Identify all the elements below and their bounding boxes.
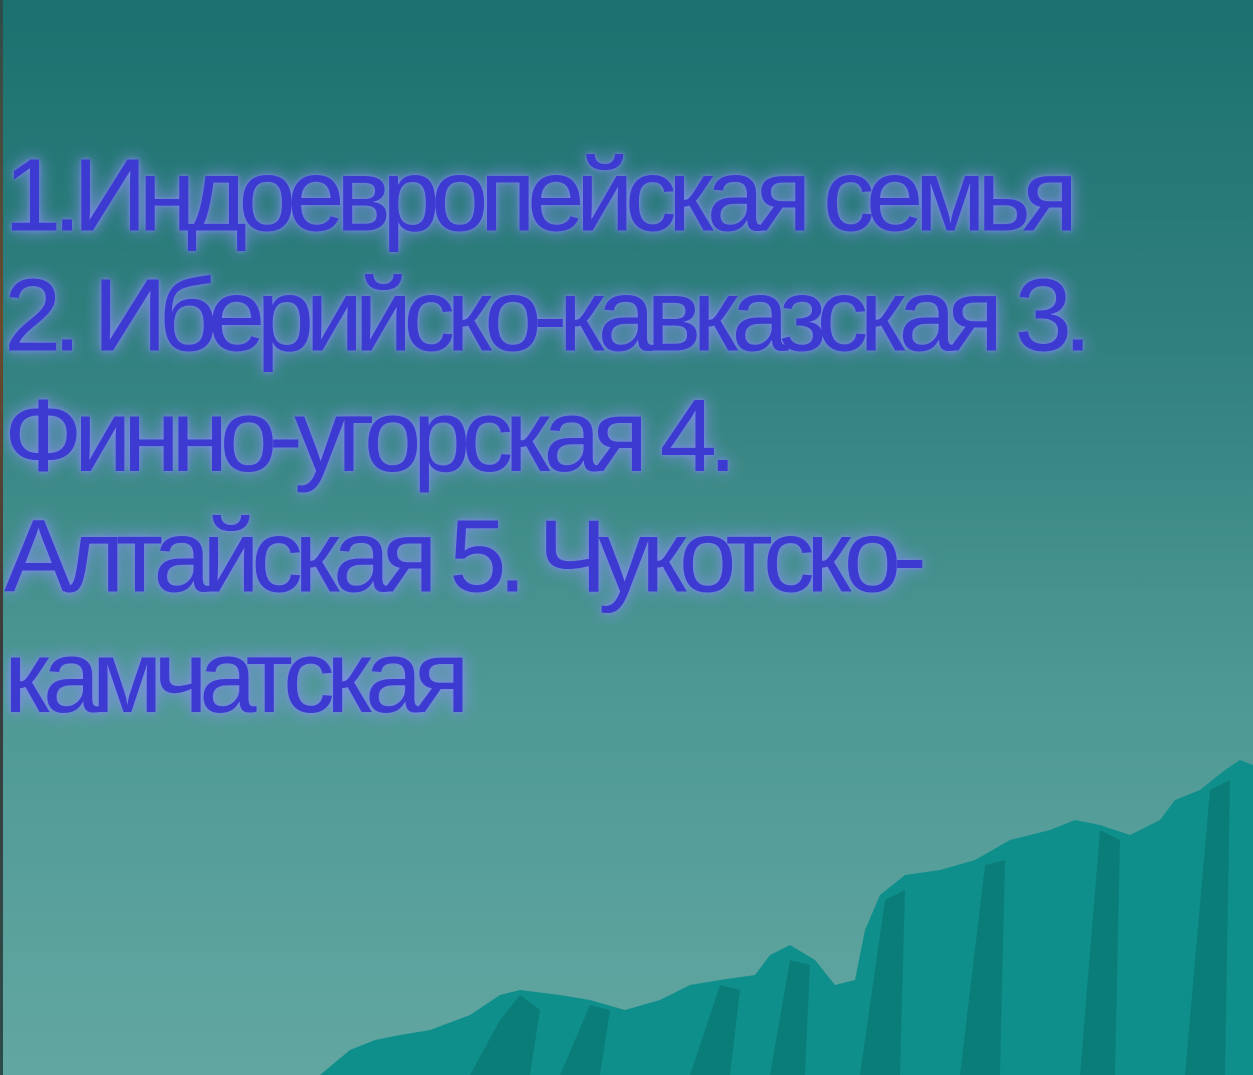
mountain-ridge	[1185, 780, 1230, 1075]
mountain-ridge	[1080, 830, 1120, 1075]
mountain-ridge	[960, 860, 1005, 1075]
mountain-shape	[320, 760, 1253, 1075]
mountain-ridge	[560, 1005, 610, 1075]
mountain-ridge	[770, 960, 810, 1075]
mountain-ridge	[470, 995, 540, 1075]
slide-body: 1.Индоевропейская семья 2. Иберийско-кав…	[4, 140, 1154, 920]
mountain-ridge	[690, 985, 740, 1075]
language-families-text: 1.Индоевропейская семья 2. Иберийско-кав…	[4, 140, 1092, 738]
left-edge-strip	[0, 0, 3, 1075]
mountain-ridge	[860, 890, 905, 1075]
